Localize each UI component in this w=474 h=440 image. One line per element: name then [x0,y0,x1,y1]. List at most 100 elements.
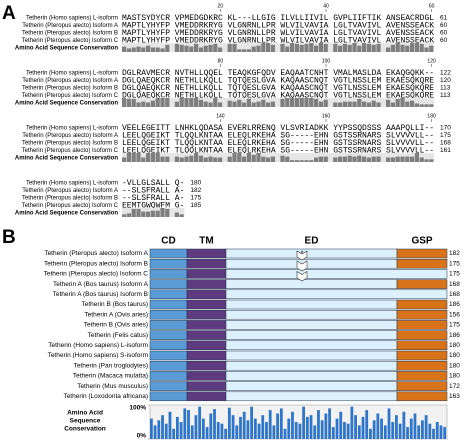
domain-cd [149,299,188,310]
conservation-bar [213,43,218,52]
sequence-length: 180 [449,373,460,380]
conservation-bar [285,46,290,52]
conservation-bar [246,420,250,439]
conservation-bar [342,156,347,162]
conservation-bar [141,47,146,52]
conservation-bar [232,153,237,162]
conservation-bar [317,410,320,439]
conservation-bar [150,100,155,107]
conservation-bar [174,156,179,162]
conservation-bar [304,43,309,52]
domain-ed [225,320,398,330]
conservation-bar [419,43,424,52]
domain-label: TM [199,236,213,247]
sequence-length: 186 [449,301,460,308]
sequence-end: 60 [440,22,448,29]
conservation-bar [146,45,151,52]
conservation-bar [179,214,184,217]
conservation-bar [395,415,398,439]
domain-ed [225,330,398,340]
row-label: Tetherin (Pteropus alecto) Isoform C [44,271,149,278]
conservation-bar [239,416,242,439]
conservation-bar [424,159,429,162]
domain-ed [225,340,398,351]
conservation-bar [362,101,367,107]
position-tick-label: 180 [427,113,436,119]
conservation-bar [318,156,323,162]
conservation-bar [313,425,317,439]
conservation-bar [141,157,146,162]
conservation-label: Sequence [70,418,101,425]
conservation-bar [333,157,338,162]
row-label: Tetherin (Pteropus alecto) Isoform B [22,141,118,147]
domain-ed [225,279,398,289]
conservation-bar [155,210,160,217]
conservation-bar [261,415,265,439]
domain-gsp [396,279,448,289]
position-tick-label: 60 [429,3,435,9]
sequence-length: 172 [449,383,460,390]
conservation-bar [242,102,247,107]
domain-gsp [396,258,448,269]
domain-cd [149,350,188,361]
conservation-bar [291,411,294,439]
conservation-bar [400,44,405,52]
conservation-bar [410,100,415,107]
conservation-bar [335,418,339,439]
sequence-end: 60 [440,30,448,37]
conservation-bar [429,104,434,107]
sequence-length: 175 [449,271,460,278]
sequence-end: 120 [440,77,451,84]
conservation-bar [160,208,165,217]
conservation-bar [366,157,371,162]
conservation-bar [153,425,157,439]
domain-cd [149,320,188,330]
sequence: DGLQAEQKCR NETHLLKQLL TQTQESLGVA KAQAASC… [122,84,434,93]
domain-label: GSP [411,236,432,247]
conservation-bar [126,153,131,162]
conservation-bar [126,213,131,217]
conservation-bar [305,416,309,439]
domain-ed [225,381,398,391]
conservation-bar [413,413,417,439]
conservation-bar [246,98,251,107]
domain-cd [149,340,188,351]
conservation-bar [352,101,357,107]
conservation-bar [227,100,232,107]
conservation-bar [371,44,376,52]
conservation-bar [280,155,285,162]
domain-gsp [396,340,448,351]
domain-cd [149,289,188,300]
domain-tm [186,289,227,300]
domain-tm [186,279,227,289]
row-label: Tetherin (Pteropus alecto) Isoform B [22,86,118,92]
conservation-bar [352,156,357,162]
conservation-bar [294,160,299,162]
domain-cd [149,279,188,289]
conservation-bar [160,156,165,162]
conservation-bar [146,102,151,107]
conservation-bar [146,153,151,162]
domain-ed [225,309,398,320]
row-label: Tetherin (Loxodonta africana) [63,393,148,400]
conservation-bar [290,98,295,107]
conservation-bar [324,413,328,439]
conservation-bar [194,98,199,107]
conservation-bar [175,416,179,439]
domain-ed [225,269,448,279]
conservation-bar [184,98,189,107]
domain-ed [225,258,398,269]
conservation-label: Amino Acid Sequence Conservation [15,211,118,217]
conservation-bar [405,45,410,52]
domain-cd [149,248,188,259]
conservation-bar [338,102,343,107]
conservation-bar [347,155,352,162]
sequence-end: 113 [440,92,451,99]
conservation-bar [237,153,242,162]
domain-tm [186,248,227,259]
conservation-bar [424,415,428,439]
conservation-bar [387,408,391,439]
domain-cd [149,391,188,402]
conservation-bar [184,156,189,162]
conservation-bar [414,153,419,162]
